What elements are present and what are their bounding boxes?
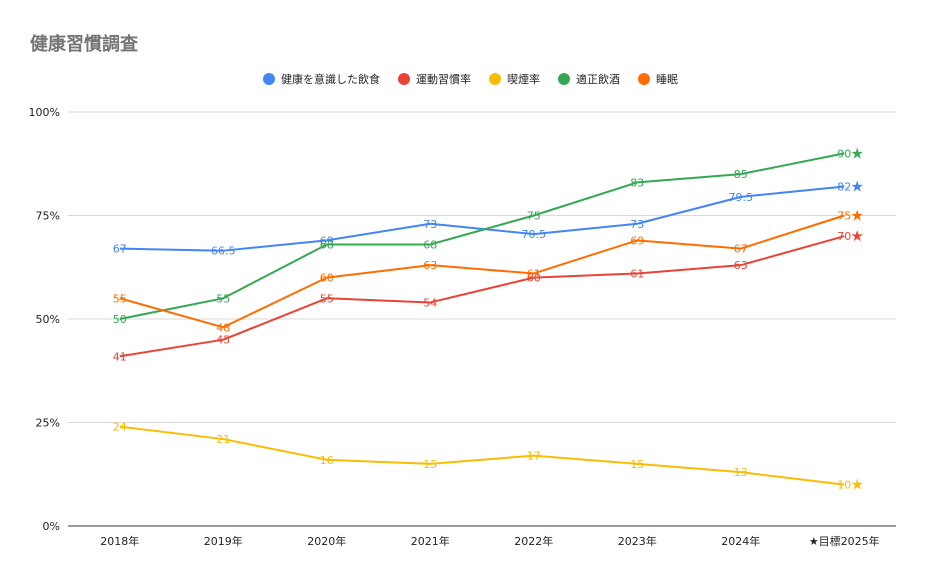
y-tick-label: 0% xyxy=(43,520,60,533)
star-marker: ★ xyxy=(851,207,864,225)
data-label: 15 xyxy=(630,458,644,471)
legend-label: 睡眠 xyxy=(656,73,678,86)
legend-swatch xyxy=(398,73,410,85)
data-label: 67 xyxy=(734,243,748,256)
x-tick-label: 2018年 xyxy=(100,534,139,548)
data-label: 66.5 xyxy=(211,245,236,258)
x-tick-label: 2022年 xyxy=(514,534,553,548)
legend-swatch xyxy=(263,73,275,85)
data-label: 41 xyxy=(113,350,127,363)
legend-item[interactable]: 適正飲酒 xyxy=(558,72,620,86)
chart-title: 健康習慣調査 xyxy=(30,34,138,55)
series-line xyxy=(119,214,845,329)
legend-label: 運動習慣率 xyxy=(416,72,471,86)
y-tick-label: 75% xyxy=(36,210,60,223)
data-label: 68 xyxy=(320,238,334,251)
data-label: 55 xyxy=(320,292,334,305)
data-label: 17 xyxy=(527,450,541,463)
legend-label: 健康を意識した飲食 xyxy=(281,72,380,86)
data-label: 61 xyxy=(527,267,541,280)
star-marker: ★ xyxy=(851,144,864,162)
data-label: 13 xyxy=(734,466,748,479)
legend-item[interactable]: 運動習慣率 xyxy=(398,72,471,86)
series-line xyxy=(119,152,845,320)
legend: 健康を意識した飲食 運動習慣率 喫煙率 適正飲酒 睡眠 xyxy=(263,72,678,86)
data-label: 10 xyxy=(837,479,851,492)
x-tick-label: 2023年 xyxy=(618,534,657,548)
x-tick-label: 2019年 xyxy=(204,534,243,548)
data-label: 70.5 xyxy=(522,228,547,241)
legend-label: 適正飲酒 xyxy=(576,72,620,86)
axes: 0% 25% 50% 75% 100% 2018年 2019年 2020年 2021年 2022年… xyxy=(29,106,880,548)
series-line xyxy=(119,235,845,358)
data-label: 83 xyxy=(630,176,644,189)
data-label: 63 xyxy=(734,259,748,272)
data-label: 15 xyxy=(423,458,437,471)
legend-label: 喫煙率 xyxy=(507,72,540,86)
data-label: 55 xyxy=(216,292,230,305)
x-tick-label: 2024年 xyxy=(721,534,760,548)
star-marker: ★ xyxy=(851,476,864,494)
gridlines xyxy=(68,111,896,527)
legend-swatch xyxy=(489,73,501,85)
legend-swatch xyxy=(638,73,650,85)
data-label: 60 xyxy=(320,272,334,285)
y-tick-label: 50% xyxy=(36,313,60,326)
legend-swatch xyxy=(558,73,570,85)
data-label: 90 xyxy=(837,147,851,160)
data-label: 67 xyxy=(113,243,127,256)
data-label: 50 xyxy=(113,313,127,326)
star-marker: ★ xyxy=(851,227,864,245)
data-label: 55 xyxy=(113,292,127,305)
data-label: 24 xyxy=(113,421,127,434)
legend-item[interactable]: 健康を意識した飲食 xyxy=(263,72,380,86)
data-label: 63 xyxy=(423,259,437,272)
data-label: 68 xyxy=(423,238,437,251)
data-label: 48 xyxy=(216,321,230,334)
data-label: 54 xyxy=(423,296,437,309)
series-line xyxy=(119,425,845,486)
x-tick-label: 2020年 xyxy=(307,534,346,548)
x-tick-label: 2021年 xyxy=(411,534,450,548)
star-marker: ★ xyxy=(851,178,864,196)
data-label: 45 xyxy=(216,334,230,347)
data-label: 73 xyxy=(630,218,644,231)
data-label: 79.5 xyxy=(729,191,754,204)
data-label: 61 xyxy=(630,267,644,280)
data-label: 16 xyxy=(320,454,334,467)
legend-item[interactable]: 睡眠 xyxy=(638,73,678,86)
data-label: 85 xyxy=(734,168,748,181)
y-tick-label: 25% xyxy=(36,417,60,430)
data-label: 73 xyxy=(423,218,437,231)
data-label: 21 xyxy=(216,433,230,446)
data-label: 82 xyxy=(837,181,851,194)
data-label: 75 xyxy=(527,210,541,223)
data-label: 60 xyxy=(527,272,541,285)
data-label: 75 xyxy=(837,210,851,223)
series-lines xyxy=(119,152,845,486)
x-tick-label: ★目標2025年 xyxy=(809,534,880,548)
data-label: 70 xyxy=(837,230,851,243)
data-label: 69 xyxy=(320,234,334,247)
data-label: 69 xyxy=(630,234,644,247)
y-tick-label: 100% xyxy=(29,106,60,119)
legend-item[interactable]: 喫煙率 xyxy=(489,72,540,86)
